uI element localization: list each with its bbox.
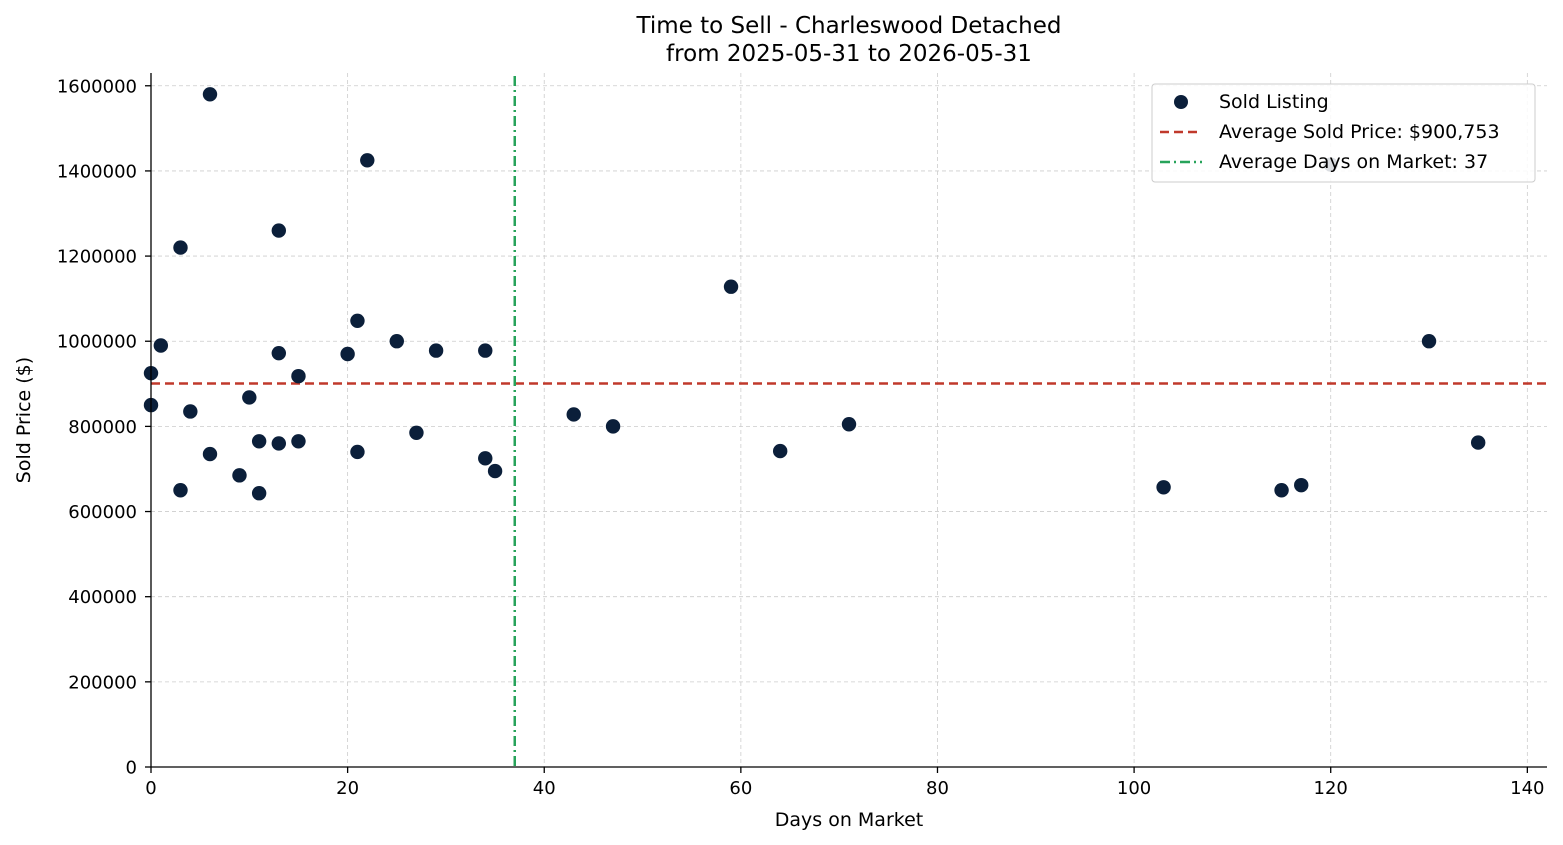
sold-listing-point xyxy=(1274,483,1289,498)
y-tick-label: 400000 xyxy=(68,587,137,608)
sold-listing-point xyxy=(1470,435,1486,450)
x-tick-label: 40 xyxy=(533,778,556,799)
legend-box xyxy=(1151,83,1536,183)
sold-listing-point xyxy=(1156,480,1171,495)
sold-listing-point xyxy=(202,87,218,102)
sold-listing-point xyxy=(1294,477,1309,493)
sold-listing-point xyxy=(487,463,503,479)
sold-listing-point xyxy=(251,434,267,449)
reference-lines xyxy=(151,76,1547,767)
axes xyxy=(150,73,1547,768)
y-tick-label: 1000000 xyxy=(57,332,137,353)
x-tick-label: 120 xyxy=(1314,778,1348,799)
sold-listing-point xyxy=(772,443,788,459)
sold-listing-point xyxy=(271,345,287,361)
legend-label-sold-listing: Sold Listing xyxy=(1219,91,1329,113)
chart-title: Time to Sell - Charleswood Detached xyxy=(636,13,1062,39)
sold-listing-point xyxy=(251,486,267,501)
sold-listing-point xyxy=(271,436,287,451)
x-tick-label: 20 xyxy=(336,778,359,799)
y-tick-label: 800000 xyxy=(68,417,137,438)
sold-listing-point xyxy=(360,153,375,168)
x-axis-label: Days on Market xyxy=(775,809,923,831)
sold-listing-point xyxy=(478,343,493,358)
sold-listing-point xyxy=(183,404,198,419)
sold-listing-point xyxy=(723,279,739,294)
sold-listing-point xyxy=(232,468,247,483)
sold-listing-point xyxy=(271,223,287,238)
data-points xyxy=(143,87,1486,501)
sold-listing-point xyxy=(566,407,581,422)
sold-listing-point xyxy=(350,313,365,328)
legend-marker-sold-listing xyxy=(1174,95,1188,109)
x-tick-label: 60 xyxy=(729,778,752,799)
sold-listing-point xyxy=(428,343,444,358)
x-tick-label: 140 xyxy=(1510,778,1544,799)
y-tick-label: 600000 xyxy=(68,502,137,523)
x-tick-label: 100 xyxy=(1117,778,1151,799)
legend: Sold Listing Average Sold Price: $900,75… xyxy=(1151,83,1536,183)
x-tick-label: 80 xyxy=(926,778,949,799)
sold-listing-point xyxy=(242,390,257,405)
y-axis-label: Sold Price ($) xyxy=(13,357,35,483)
legend-label-average-days: Average Days on Market: 37 xyxy=(1219,151,1488,173)
sold-listing-point xyxy=(409,425,424,440)
sold-listing-point xyxy=(340,346,355,362)
sold-listing-point xyxy=(605,419,621,434)
sold-listing-point xyxy=(841,417,857,432)
sold-listing-point xyxy=(173,483,188,498)
sold-listing-point xyxy=(153,338,169,353)
sold-listing-point xyxy=(173,240,188,255)
sold-listing-point xyxy=(350,444,365,460)
y-tick-label: 1400000 xyxy=(57,161,137,182)
sold-listing-point xyxy=(478,451,493,466)
ticks: 0 20 40 60 80 100 120 140 0 200000 400000 600000 800… xyxy=(57,76,1545,799)
sold-listing-point xyxy=(291,368,306,384)
x-tick-label: 0 xyxy=(145,778,156,799)
y-tick-label: 1600000 xyxy=(57,76,137,97)
y-tick-label: 200000 xyxy=(68,672,137,693)
sold-listing-point xyxy=(389,334,404,349)
sold-listing-point xyxy=(291,434,306,449)
chart-subtitle: from 2025-05-31 to 2026-05-31 xyxy=(666,41,1032,67)
legend-label-average-sold-price: Average Sold Price: $900,753 xyxy=(1219,121,1500,143)
y-tick-label: 1200000 xyxy=(57,247,137,268)
sold-listing-point xyxy=(202,446,218,462)
y-tick-label: 0 xyxy=(126,758,137,779)
sold-listing-point xyxy=(1421,334,1437,349)
